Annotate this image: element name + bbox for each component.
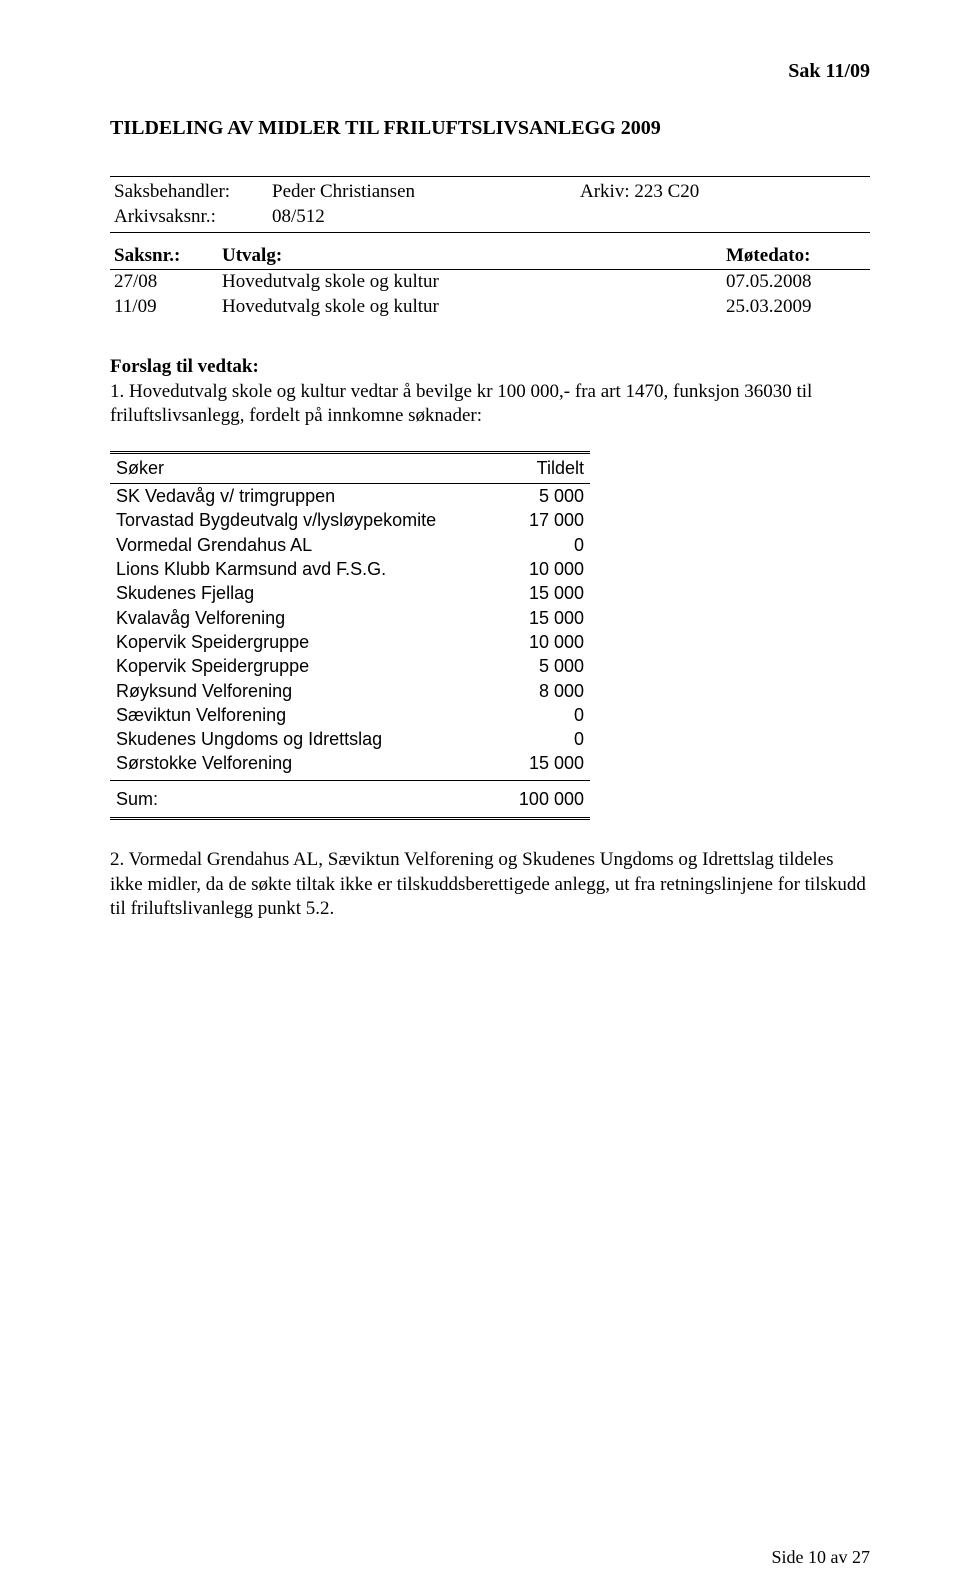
alloc-row: Vormedal Grendahus AL0	[110, 533, 590, 557]
alloc-name: Vormedal Grendahus AL	[110, 533, 500, 557]
alloc-name: Kvalavåg Velforening	[110, 606, 500, 630]
alloc-col-tildelt: Tildelt	[500, 453, 590, 484]
alloc-amount: 17 000	[500, 508, 590, 532]
proposal-paragraph-1: 1. Hovedutvalg skole og kultur vedtar å …	[110, 380, 870, 429]
alloc-row: Skudenes Fjellag15 000	[110, 581, 590, 605]
alloc-name: Røyksund Velforening	[110, 679, 500, 703]
arkiv-label: Arkiv: 223 C20	[576, 177, 870, 205]
alloc-sum-label: Sum:	[110, 780, 500, 818]
alloc-name: Skudenes Fjellag	[110, 581, 500, 605]
alloc-amount: 15 000	[500, 581, 590, 605]
alloc-sum-value: 100 000	[500, 780, 590, 818]
arkivsaksnr-label: Arkivsaksnr.:	[110, 205, 268, 233]
alloc-amount: 0	[500, 703, 590, 727]
alloc-name: Sæviktun Velforening	[110, 703, 500, 727]
alloc-row: Lions Klubb Karmsund avd F.S.G.10 000	[110, 557, 590, 581]
alloc-row: Kopervik Speidergruppe10 000	[110, 630, 590, 654]
page-footer: Side 10 av 27	[772, 1547, 871, 1568]
motedato-header: Møtedato:	[722, 243, 870, 270]
alloc-sum-row: Sum:100 000	[110, 780, 590, 818]
committee-table: Saksnr.: Utvalg: Møtedato: 27/08 Hovedut…	[110, 243, 870, 319]
alloc-amount: 15 000	[500, 751, 590, 780]
alloc-amount: 0	[500, 727, 590, 751]
alloc-name: Sørstokke Velforening	[110, 751, 500, 780]
body-cell: Hovedutvalg skole og kultur	[218, 270, 722, 295]
alloc-row: Sørstokke Velforening15 000	[110, 751, 590, 780]
alloc-name: Kopervik Speidergruppe	[110, 654, 500, 678]
alloc-name: Torvastad Bygdeutvalg v/lysløypekomite	[110, 508, 500, 532]
date-cell: 07.05.2008	[722, 270, 870, 295]
saksnr-header: Saksnr.:	[110, 243, 218, 270]
alloc-amount: 15 000	[500, 606, 590, 630]
committee-row: 27/08 Hovedutvalg skole og kultur 07.05.…	[110, 270, 870, 295]
alloc-name: SK Vedavåg v/ trimgruppen	[110, 484, 500, 509]
alloc-col-soker: Søker	[110, 453, 500, 484]
alloc-row: Sæviktun Velforening0	[110, 703, 590, 727]
alloc-amount: 10 000	[500, 557, 590, 581]
alloc-amount: 5 000	[500, 654, 590, 678]
allocation-table: Søker Tildelt SK Vedavåg v/ trimgruppen5…	[110, 451, 590, 820]
date-cell: 25.03.2009	[722, 295, 870, 320]
saksbehandler-value: Peder Christiansen	[268, 177, 576, 205]
document-page: Sak 11/09 TILDELING AV MIDLER TIL FRILUF…	[0, 0, 960, 1596]
body-cell: Hovedutvalg skole og kultur	[218, 295, 722, 320]
case-number-header: Sak 11/09	[110, 60, 870, 83]
arkivsaksnr-value: 08/512	[268, 205, 576, 233]
alloc-amount: 5 000	[500, 484, 590, 509]
alloc-name: Kopervik Speidergruppe	[110, 630, 500, 654]
alloc-row: Skudenes Ungdoms og Idrettslag0	[110, 727, 590, 751]
utvalg-header: Utvalg:	[218, 243, 722, 270]
alloc-amount: 0	[500, 533, 590, 557]
saksnr-cell: 27/08	[110, 270, 218, 295]
alloc-row: Torvastad Bygdeutvalg v/lysløypekomite17…	[110, 508, 590, 532]
metadata-table: Saksbehandler: Peder Christiansen Arkiv:…	[110, 176, 870, 233]
document-title: TILDELING AV MIDLER TIL FRILUFTSLIVSANLE…	[110, 117, 870, 140]
alloc-amount: 8 000	[500, 679, 590, 703]
proposal-paragraph-2: 2. Vormedal Grendahus AL, Sæviktun Velfo…	[110, 848, 870, 922]
alloc-row: Røyksund Velforening8 000	[110, 679, 590, 703]
alloc-amount: 10 000	[500, 630, 590, 654]
alloc-row: Kvalavåg Velforening15 000	[110, 606, 590, 630]
alloc-name: Skudenes Ungdoms og Idrettslag	[110, 727, 500, 751]
proposal-heading: Forslag til vedtak:	[110, 356, 870, 378]
alloc-row: SK Vedavåg v/ trimgruppen5 000	[110, 484, 590, 509]
saksbehandler-label: Saksbehandler:	[110, 177, 268, 205]
saksnr-cell: 11/09	[110, 295, 218, 320]
alloc-row: Kopervik Speidergruppe5 000	[110, 654, 590, 678]
committee-row: 11/09 Hovedutvalg skole og kultur 25.03.…	[110, 295, 870, 320]
alloc-name: Lions Klubb Karmsund avd F.S.G.	[110, 557, 500, 581]
